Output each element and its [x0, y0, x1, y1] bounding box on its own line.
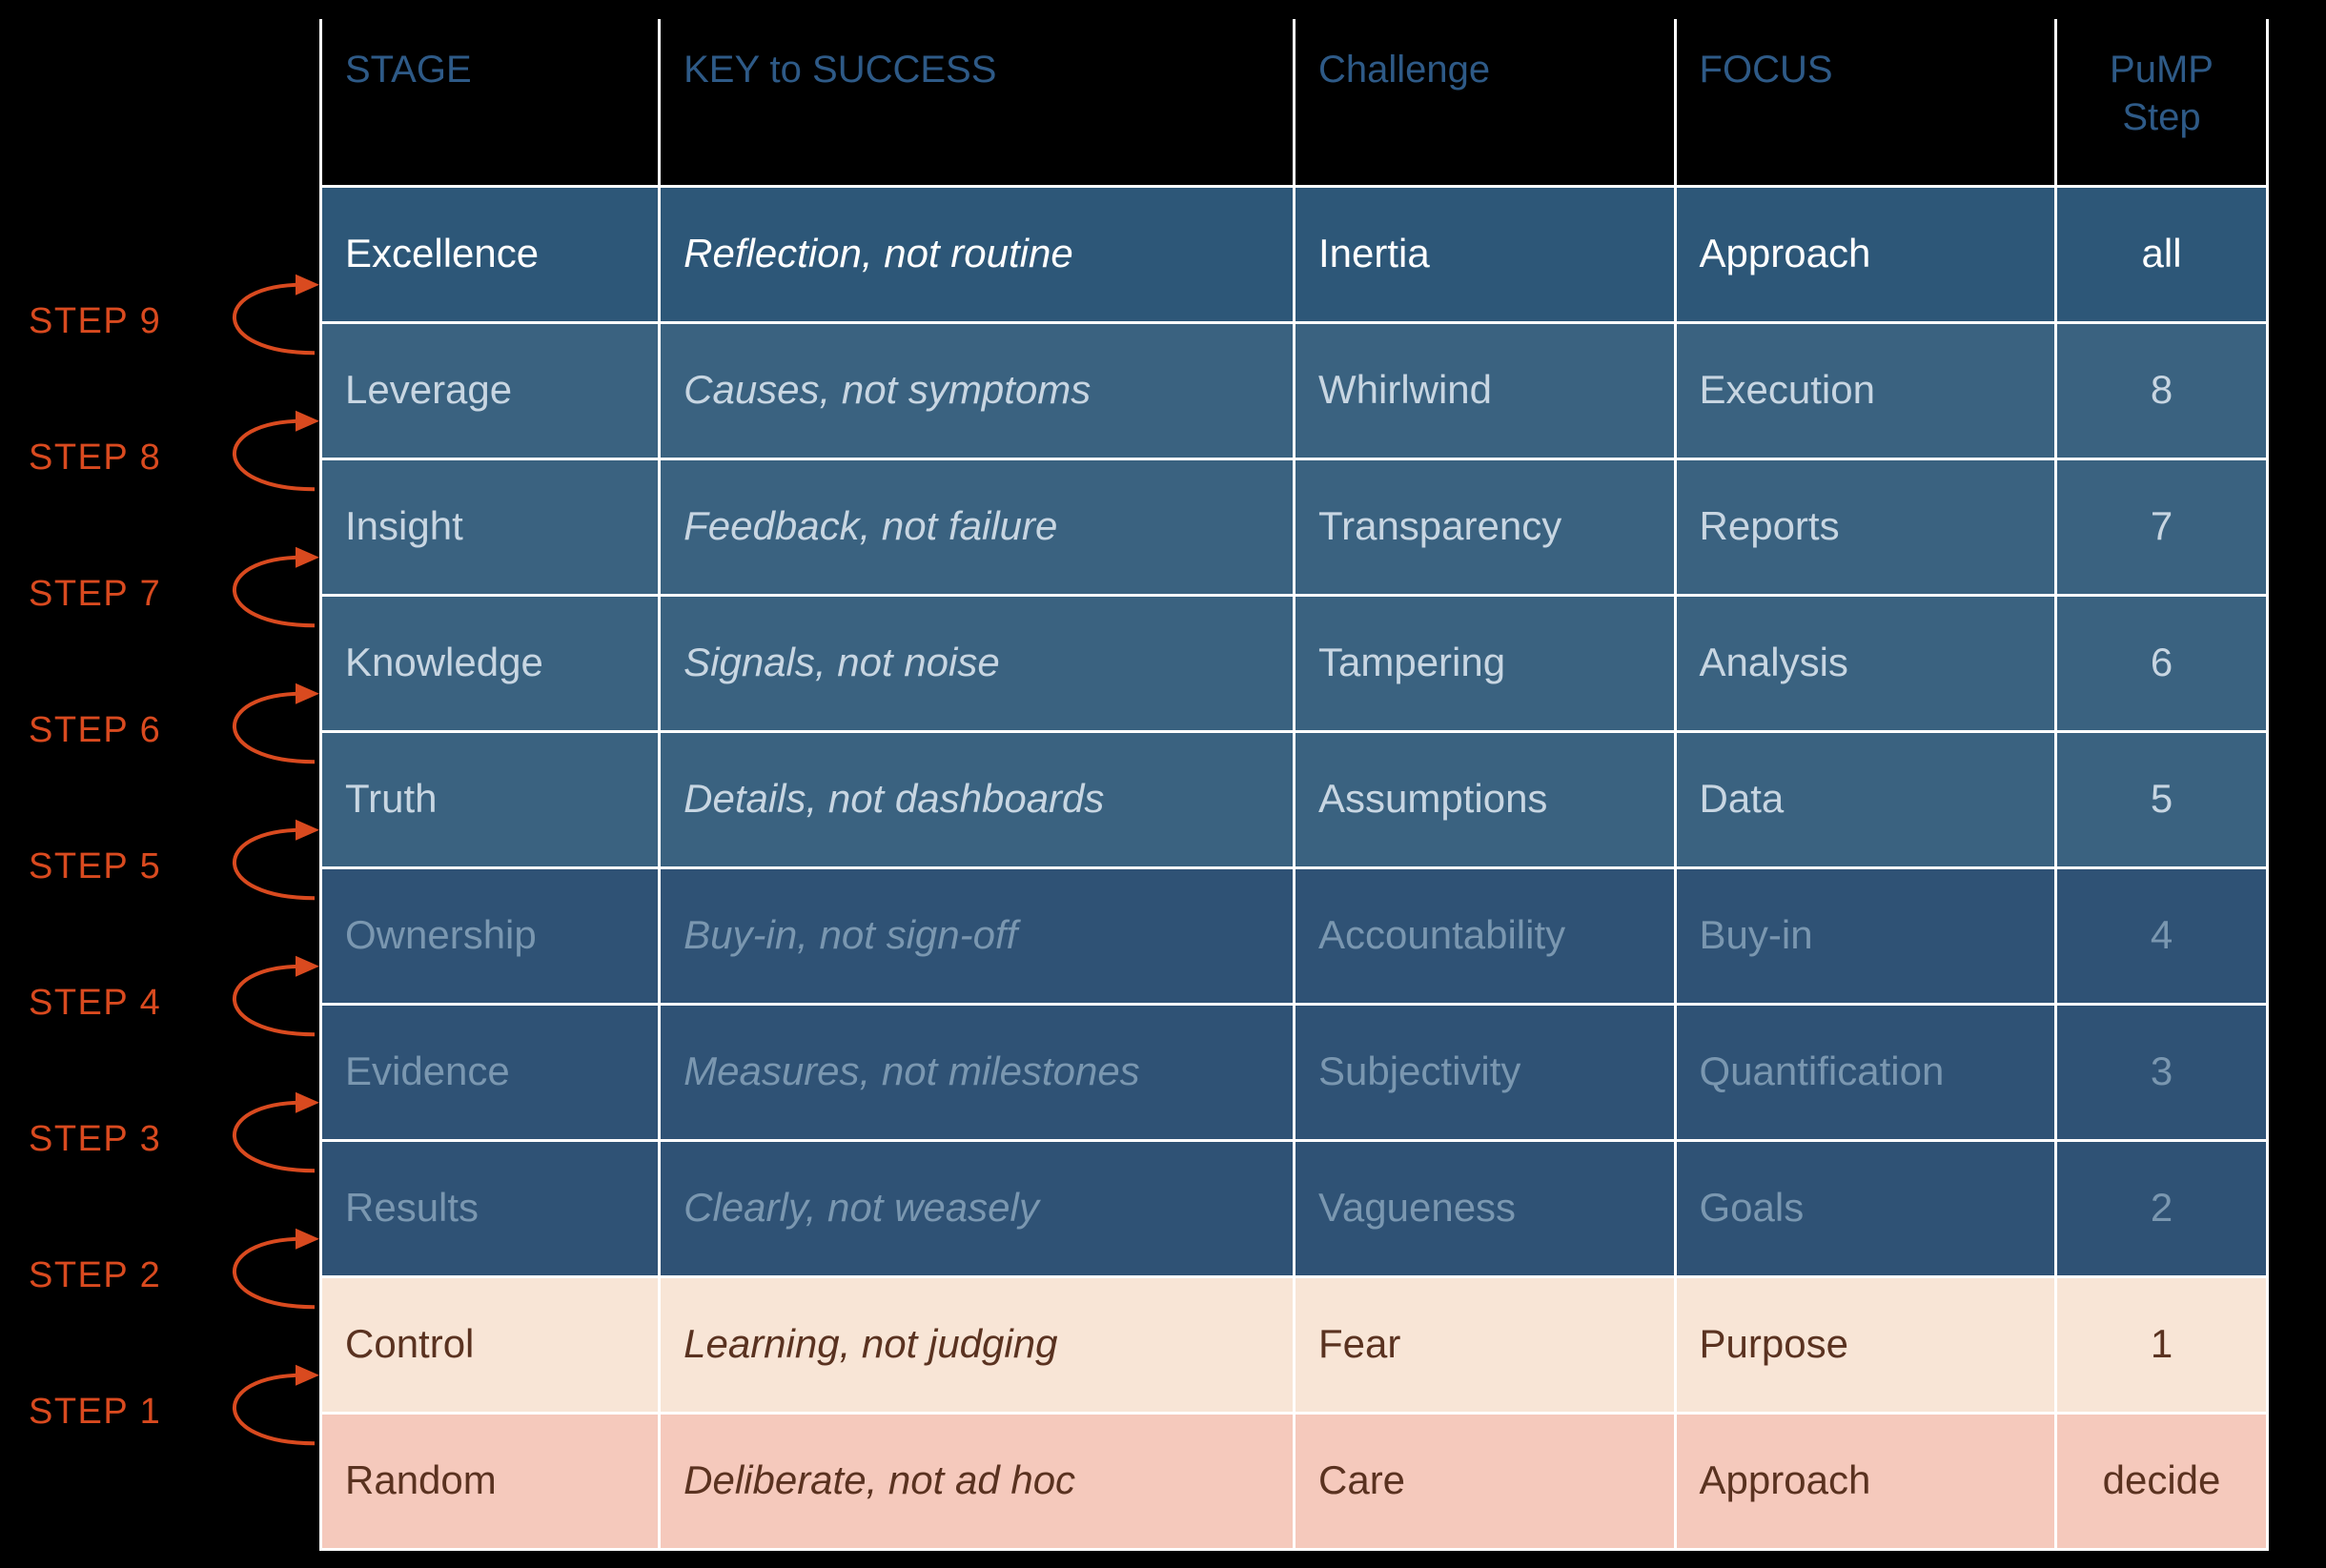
cell-challenge: Subjectivity — [1295, 1004, 1676, 1140]
cell-stage: Random — [321, 1413, 660, 1549]
table-row: OwnershipBuy-in, not sign-offAccountabil… — [321, 867, 2268, 1004]
cell-focus: Reports — [1675, 458, 2056, 595]
cell-stage: Excellence — [321, 186, 660, 322]
steps-column: STEP 9 STEP 8 STEP 7 STEP 6 STEP 5 STEP 4 STEP… — [19, 19, 319, 1549]
cell-pump: 2 — [2056, 1140, 2268, 1276]
main-container: STEP 9 STEP 8 STEP 7 STEP 6 STEP 5 STEP 4 STEP… — [0, 0, 2326, 1568]
cell-key: Buy-in, not sign-off — [660, 867, 1295, 1004]
step-label: STEP 7 — [29, 574, 161, 615]
cell-pump: 7 — [2056, 458, 2268, 595]
cell-key: Reflection, not routine — [660, 186, 1295, 322]
header-pump: PuMP Step — [2056, 19, 2268, 186]
cell-challenge: Assumptions — [1295, 731, 1676, 867]
cell-stage: Truth — [321, 731, 660, 867]
table-row: ExcellenceReflection, not routineInertia… — [321, 186, 2268, 322]
cell-stage: Results — [321, 1140, 660, 1276]
cell-pump: 5 — [2056, 731, 2268, 867]
cell-pump: 1 — [2056, 1276, 2268, 1413]
step-label: STEP 5 — [29, 846, 161, 887]
header-key: KEY to SUCCESS — [660, 19, 1295, 186]
cell-focus: Goals — [1675, 1140, 2056, 1276]
cell-focus: Purpose — [1675, 1276, 2056, 1413]
table-row: InsightFeedback, not failureTransparency… — [321, 458, 2268, 595]
cell-key: Signals, not noise — [660, 595, 1295, 731]
cell-key: Feedback, not failure — [660, 458, 1295, 595]
stages-table: STAGE KEY to SUCCESS Challenge FOCUS PuM… — [319, 19, 2269, 1551]
table-row: KnowledgeSignals, not noiseTamperingAnal… — [321, 595, 2268, 731]
cell-challenge: Fear — [1295, 1276, 1676, 1413]
step-label: STEP 8 — [29, 438, 161, 479]
cell-stage: Insight — [321, 458, 660, 595]
table-header-row: STAGE KEY to SUCCESS Challenge FOCUS PuM… — [321, 19, 2268, 186]
cell-challenge: Inertia — [1295, 186, 1676, 322]
cell-pump: 3 — [2056, 1004, 2268, 1140]
cell-pump: 8 — [2056, 322, 2268, 458]
cell-focus: Analysis — [1675, 595, 2056, 731]
table-row: ResultsClearly, not weaselyVaguenessGoal… — [321, 1140, 2268, 1276]
header-stage: STAGE — [321, 19, 660, 186]
cell-stage: Leverage — [321, 322, 660, 458]
table-row: EvidenceMeasures, not milestonesSubjecti… — [321, 1004, 2268, 1140]
step-label: STEP 6 — [29, 710, 161, 751]
step-label: STEP 9 — [29, 301, 161, 342]
cell-pump: 6 — [2056, 595, 2268, 731]
cell-challenge: Whirlwind — [1295, 322, 1676, 458]
cell-challenge: Accountability — [1295, 867, 1676, 1004]
cell-challenge: Transparency — [1295, 458, 1676, 595]
cell-focus: Data — [1675, 731, 2056, 867]
step-arrow-icon — [172, 1326, 319, 1493]
cell-key: Measures, not milestones — [660, 1004, 1295, 1140]
cell-focus: Buy-in — [1675, 867, 2056, 1004]
step-label: STEP 2 — [29, 1255, 161, 1296]
cell-pump: decide — [2056, 1413, 2268, 1549]
cell-stage: Control — [321, 1276, 660, 1413]
cell-key: Learning, not judging — [660, 1276, 1295, 1413]
table-body: ExcellenceReflection, not routineInertia… — [321, 186, 2268, 1549]
step-label: STEP 1 — [29, 1392, 161, 1433]
cell-key: Causes, not symptoms — [660, 322, 1295, 458]
cell-challenge: Care — [1295, 1413, 1676, 1549]
cell-key: Clearly, not weasely — [660, 1140, 1295, 1276]
cell-pump: 4 — [2056, 867, 2268, 1004]
cell-focus: Execution — [1675, 322, 2056, 458]
table-row: TruthDetails, not dashboardsAssumptionsD… — [321, 731, 2268, 867]
step-label: STEP 3 — [29, 1119, 161, 1160]
cell-stage: Knowledge — [321, 595, 660, 731]
header-challenge: Challenge — [1295, 19, 1676, 186]
cell-key: Details, not dashboards — [660, 731, 1295, 867]
cell-focus: Quantification — [1675, 1004, 2056, 1140]
cell-key: Deliberate, not ad hoc — [660, 1413, 1295, 1549]
step-label: STEP 4 — [29, 983, 161, 1024]
table-container: STAGE KEY to SUCCESS Challenge FOCUS PuM… — [319, 19, 2307, 1549]
cell-focus: Approach — [1675, 186, 2056, 322]
table-row: RandomDeliberate, not ad hocCareApproach… — [321, 1413, 2268, 1549]
cell-challenge: Vagueness — [1295, 1140, 1676, 1276]
table-row: LeverageCauses, not symptomsWhirlwindExe… — [321, 322, 2268, 458]
cell-focus: Approach — [1675, 1413, 2056, 1549]
cell-pump: all — [2056, 186, 2268, 322]
cell-stage: Evidence — [321, 1004, 660, 1140]
table-row: ControlLearning, not judgingFearPurpose1 — [321, 1276, 2268, 1413]
header-focus: FOCUS — [1675, 19, 2056, 186]
cell-stage: Ownership — [321, 867, 660, 1004]
cell-challenge: Tampering — [1295, 595, 1676, 731]
